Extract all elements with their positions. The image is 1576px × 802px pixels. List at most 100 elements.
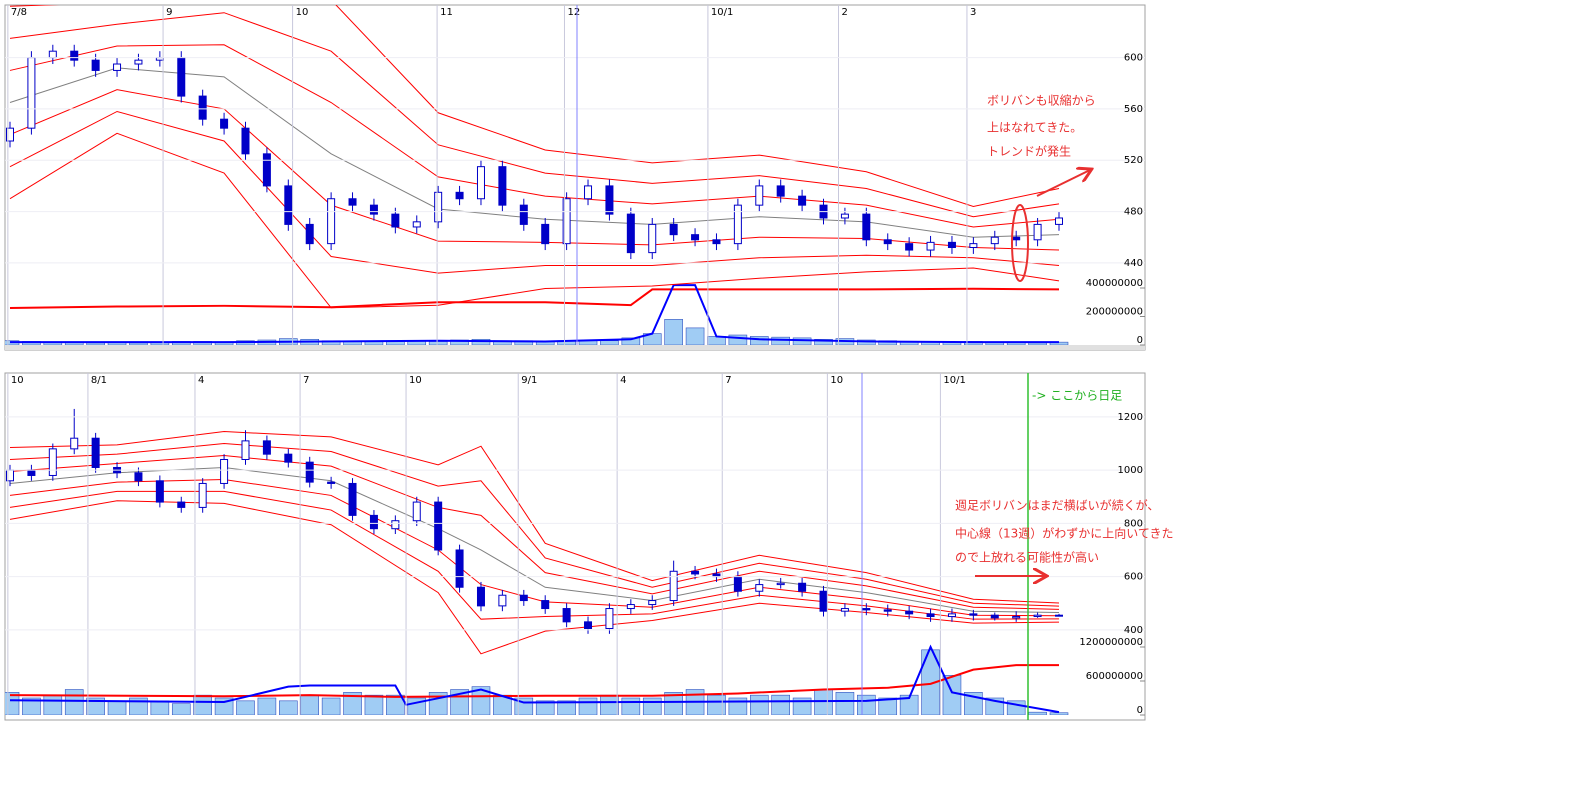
candle-body bbox=[798, 582, 807, 592]
candle-body bbox=[1033, 223, 1042, 241]
candle-body bbox=[519, 204, 528, 225]
x-tick-label: 10/1 bbox=[711, 7, 733, 18]
candle-body bbox=[819, 590, 828, 612]
candle-body bbox=[284, 185, 293, 225]
candle-body bbox=[134, 59, 143, 65]
x-tick-label: 4 bbox=[198, 375, 204, 386]
candle-body bbox=[755, 584, 764, 592]
y2-tick-label: 600000000 bbox=[1086, 671, 1143, 682]
candle-body bbox=[712, 239, 721, 245]
volume-bar bbox=[728, 334, 748, 345]
volume-bar bbox=[5, 692, 20, 715]
y-tick-label: 600 bbox=[1124, 572, 1143, 583]
volume-bar bbox=[279, 700, 298, 715]
candle-body bbox=[369, 514, 378, 530]
volume-bar bbox=[621, 697, 641, 715]
volume-line bbox=[10, 284, 1059, 344]
highlight-ellipse bbox=[1011, 204, 1029, 282]
candle-body bbox=[755, 185, 764, 206]
y-tick-label: 1000 bbox=[1118, 465, 1143, 476]
candle-body bbox=[369, 204, 378, 215]
volume-bar bbox=[64, 689, 84, 715]
candle-body bbox=[455, 549, 464, 588]
candle-body bbox=[391, 213, 400, 228]
x-tick-label: 10 bbox=[11, 375, 24, 386]
volume-bar bbox=[471, 338, 491, 345]
candle-body bbox=[305, 223, 314, 245]
y2-tick-label: 0 bbox=[1137, 335, 1143, 346]
y-tick-label: 560 bbox=[1124, 104, 1143, 115]
volume-bar bbox=[814, 689, 833, 715]
x-tick-label: 2 bbox=[841, 7, 847, 18]
candle-body bbox=[198, 482, 207, 508]
candle-body bbox=[562, 198, 571, 245]
candle-body bbox=[905, 610, 914, 615]
band-line bbox=[9, 478, 1060, 617]
volume-bar bbox=[664, 319, 683, 345]
candle-body bbox=[1012, 236, 1021, 241]
x-tick-label: 3 bbox=[970, 7, 976, 18]
candle-body bbox=[91, 59, 100, 71]
candle-body bbox=[134, 472, 143, 482]
candle-body bbox=[434, 501, 443, 551]
volume-line bbox=[9, 644, 1060, 714]
volume-bar bbox=[642, 697, 662, 715]
candle-body bbox=[840, 608, 849, 612]
x-tick-label: 10 bbox=[409, 375, 422, 386]
y2-tick-label: 200000000 bbox=[1086, 307, 1143, 318]
x-tick-label: 10/1 bbox=[943, 375, 965, 386]
band-line bbox=[9, 44, 1060, 228]
candle-body bbox=[348, 482, 357, 516]
candle-body bbox=[177, 501, 186, 508]
y-tick-label: 400 bbox=[1124, 625, 1143, 636]
scrollbar[interactable] bbox=[5, 345, 1145, 350]
candle-body bbox=[519, 594, 528, 602]
y2-tick-label: 0 bbox=[1137, 705, 1143, 716]
candle-body bbox=[113, 63, 122, 71]
candle-body bbox=[1033, 614, 1042, 618]
x-tick-label: 7 bbox=[303, 375, 309, 386]
volume-bar bbox=[771, 336, 790, 345]
x-tick-label: 12 bbox=[567, 7, 580, 18]
candle-body bbox=[990, 236, 999, 245]
volume-bar bbox=[428, 341, 448, 345]
volume-bar bbox=[343, 692, 362, 715]
annotation: 中心線（13週）がわずかに上向いてきた bbox=[955, 526, 1174, 541]
volume-bar bbox=[86, 697, 105, 715]
y-tick-label: 600 bbox=[1124, 53, 1143, 64]
candle-body bbox=[691, 234, 700, 241]
candle-body bbox=[905, 243, 914, 251]
x-tick-label: 8/1 bbox=[91, 375, 107, 386]
volume-line bbox=[9, 287, 1060, 309]
candle-body bbox=[969, 613, 978, 616]
candle-body bbox=[177, 57, 186, 97]
volume-bar bbox=[835, 692, 855, 715]
volume-bar bbox=[300, 694, 320, 715]
x-tick-label: 7 bbox=[725, 375, 731, 386]
candle-body bbox=[476, 166, 485, 200]
candle-body bbox=[862, 608, 871, 611]
candle-body bbox=[498, 166, 507, 206]
candle-body bbox=[626, 604, 635, 610]
band-line bbox=[9, 5, 1060, 207]
x-tick-label: 10 bbox=[830, 375, 843, 386]
candle-body bbox=[691, 570, 700, 575]
annotation: ボリバンも収縮から bbox=[987, 93, 1096, 108]
arrow bbox=[1036, 170, 1090, 197]
volume-bar bbox=[321, 697, 341, 715]
volume-bar bbox=[22, 697, 41, 715]
volume-bar bbox=[1028, 342, 1047, 345]
candle-body bbox=[6, 127, 14, 142]
candle-body bbox=[883, 239, 892, 245]
bottom-chart: 10 8/1 4 7 10 9/1 4 7 10 10/1 400 600 800 1000 1200 0 60… bbox=[5, 373, 1145, 716]
candle-body bbox=[969, 243, 978, 248]
volume-bar bbox=[171, 703, 191, 715]
candle-body bbox=[541, 600, 550, 610]
volume-bar bbox=[86, 342, 105, 345]
candle-body bbox=[70, 437, 79, 450]
candle-body bbox=[733, 576, 742, 592]
band-line bbox=[9, 466, 1060, 614]
candle-body bbox=[220, 458, 229, 484]
candle-body bbox=[434, 191, 443, 223]
